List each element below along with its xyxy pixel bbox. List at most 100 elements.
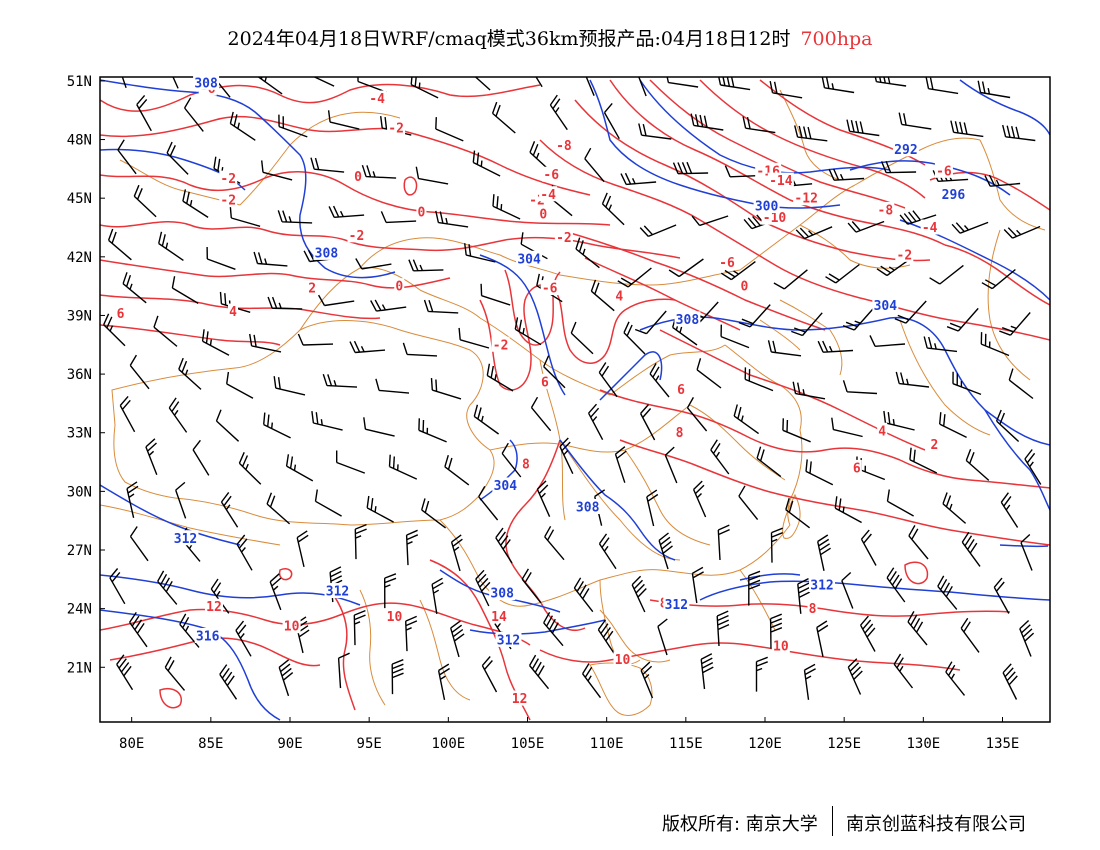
wind-barb [738,304,771,328]
temperature-label: -2 [220,172,236,187]
wind-barb [995,409,1020,443]
wind-barb [423,299,459,314]
wind-barb [587,403,604,441]
wind-barb [375,378,410,394]
lon-tick-label: 130E [906,736,940,752]
height-label: 304 [874,299,898,314]
temperature-label: -2 [556,231,572,246]
wind-barb [249,333,282,353]
height-label-bg [324,583,351,599]
lon-tick-label: 115E [669,736,703,752]
lon-tick-label: 80E [119,736,144,752]
temperature-label: 10 [387,610,403,625]
height-label-bg [516,250,543,266]
wind-barb [269,573,282,611]
height-label: 304 [494,479,518,494]
title-main: 2024年04月18日WRF/cmaq模式36km预报产品:04月18日12时 [227,28,791,50]
height-label-bg [172,530,199,546]
temperature-label-bg [739,278,750,294]
height-label: 308 [676,313,700,328]
wind-barb [336,450,366,474]
lon-tick-label: 135E [986,736,1020,752]
temperature-label-bg [876,201,895,217]
wind-barb [981,268,1016,290]
wind-barb [980,332,1010,357]
wind-barb [421,498,447,529]
wind-barb [116,654,134,691]
wind-barb [257,77,283,95]
wind-barb [266,492,291,525]
height-label-bg [674,311,701,327]
wind-barb [415,166,449,185]
wind-barb [158,231,184,261]
wind-barb [122,272,147,304]
temperature-label-bg [219,192,238,208]
wind-barb [361,164,397,179]
temperature-label: 8 [522,458,530,473]
lon-tick-label: 105E [511,736,545,752]
wind-barb [950,120,984,138]
height-label-bg [892,141,919,157]
temperature-label: 0 [539,207,547,222]
wind-barb [119,395,136,433]
wind-barb [559,437,574,475]
wind-barb [880,161,917,174]
wind-barb [495,527,513,564]
temperature-label-bg [385,608,404,624]
temperature-label: -2 [349,229,365,244]
wind-barb [103,313,126,347]
wind-barb [834,496,862,524]
wind-barb [821,77,855,94]
temperature-label-bg [718,254,736,270]
wind-barb [261,160,293,181]
wind-barb [168,397,188,433]
temperature-label-bg [761,209,788,225]
wind-barb [278,659,294,697]
temperature-label: 8 [676,426,684,441]
temperature-label: 4 [229,305,237,320]
wind-barb [590,279,615,312]
temperature-label: 6 [853,461,861,476]
wind-barb [601,192,625,226]
wind-barb [886,489,914,517]
wind-barb [841,571,854,609]
wind-barb [229,111,256,141]
temperature-label: 4 [878,424,886,439]
temperature-label-bg [205,598,223,614]
temperature-label-bg [307,280,318,296]
temperature-label-bg [767,172,794,188]
temperature-label: -8 [556,139,572,154]
wind-barb [253,251,288,267]
height-label: 292 [894,143,917,158]
wind-barb [664,446,678,484]
wind-barb [435,210,469,228]
wind-barb [327,110,360,130]
height-label: 300 [755,200,779,215]
wind-barb [797,577,811,614]
lat-tick-label: 42N [67,250,92,266]
wind-barb [229,206,261,227]
wind-barb [794,125,828,142]
wind-barb [1019,619,1035,657]
wind-barb [898,112,932,130]
wind-barb [458,327,490,349]
wind-barb [977,80,1011,99]
temperature-label: -6 [542,282,558,297]
temperature-label-bg [219,170,238,186]
wind-barb [791,312,823,337]
temperature-label: -4 [922,221,938,236]
wind-barb [584,147,605,183]
wind-barb [692,480,707,518]
map-title: 2024年04月18日WRF/cmaq模式36km预报产品:04月18日12时 7… [0,24,1100,51]
temperature-label: 0 [741,280,749,295]
wind-barb [297,333,334,346]
wind-barb [107,228,132,261]
wind-barb [480,283,511,306]
temperature-label-bg [540,280,559,296]
wind-barb [710,439,730,475]
wind-barb [657,618,668,656]
wind-barb [535,77,543,88]
wind-barb [437,663,450,701]
temperature-label-bg [613,651,632,667]
wind-barb [869,335,906,347]
